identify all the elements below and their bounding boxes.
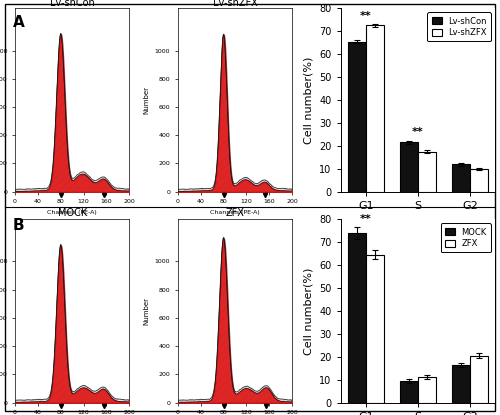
Bar [452,365,470,403]
Bar [400,381,418,403]
Legend: MOCK, ZFX: MOCK, ZFX [440,223,491,252]
Title: Lv-shZFX: Lv-shZFX [212,0,258,7]
Bar [348,42,366,192]
Bar [470,169,488,192]
Text: B: B [12,218,24,233]
Bar [348,233,366,403]
Bar [366,255,384,403]
Bar [418,151,436,192]
Title: ZFX: ZFX [226,208,244,218]
Bar [452,164,470,192]
Legend: Lv-shCon, Lv-shZFX: Lv-shCon, Lv-shZFX [428,12,491,42]
Text: **: ** [360,214,372,224]
Text: **: ** [360,11,372,21]
Bar [418,377,436,403]
X-axis label: Channels (PE-A): Channels (PE-A) [210,210,260,215]
Y-axis label: Cell number(%): Cell number(%) [304,56,314,144]
Y-axis label: Number: Number [143,297,149,325]
Bar [400,142,418,192]
Title: MOCK: MOCK [58,208,87,218]
X-axis label: Channels (PE-A): Channels (PE-A) [48,210,97,215]
Y-axis label: Cell number(%): Cell number(%) [304,267,314,354]
Text: A: A [12,15,24,29]
Bar [470,356,488,403]
Title: Lv-shCon: Lv-shCon [50,0,94,7]
Y-axis label: Number: Number [143,86,149,114]
Bar [366,25,384,192]
Text: **: ** [412,127,424,137]
